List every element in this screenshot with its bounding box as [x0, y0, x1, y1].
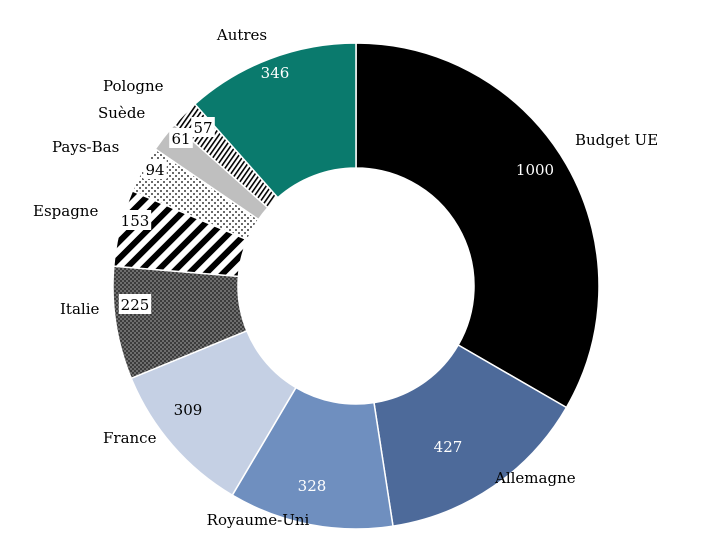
slice-allemagne: [373, 343, 568, 528]
category-label: Pays-Bas: [52, 138, 119, 156]
category-label: Pologne: [103, 77, 164, 95]
value-label: 346: [261, 64, 290, 82]
category-labels: Budget UE Allemagne Royaume-Uni France Itali…: [33, 26, 658, 529]
category-label: Suède: [98, 104, 145, 122]
value-label: 61: [171, 130, 190, 148]
value-label-box: [143, 159, 167, 179]
category-label: Royaume-Uni: [207, 511, 310, 529]
category-label: Autres: [216, 26, 267, 44]
category-label: Budget UE: [575, 131, 658, 149]
category-label: Allemagne: [494, 469, 576, 487]
value-label: 94: [145, 161, 164, 179]
value-label: 1000: [516, 161, 554, 179]
value-label: 225: [121, 296, 150, 314]
value-label-box: [169, 128, 193, 148]
category-label: Espagne: [33, 202, 98, 220]
slice-budget-ue: [355, 42, 600, 409]
category-label: France: [103, 429, 157, 447]
category-label: Italie: [60, 300, 99, 318]
value-label: 309: [174, 401, 203, 419]
value-label: 57: [193, 119, 212, 137]
value-label: 153: [121, 212, 150, 230]
value-label-box: [118, 294, 152, 314]
value-label-box: [118, 210, 152, 230]
value-label: 427: [434, 438, 463, 456]
donut-slices: [112, 42, 600, 530]
value-label: 328: [298, 477, 327, 495]
slice-autres: [193, 42, 357, 199]
value-label-box: [191, 117, 215, 137]
